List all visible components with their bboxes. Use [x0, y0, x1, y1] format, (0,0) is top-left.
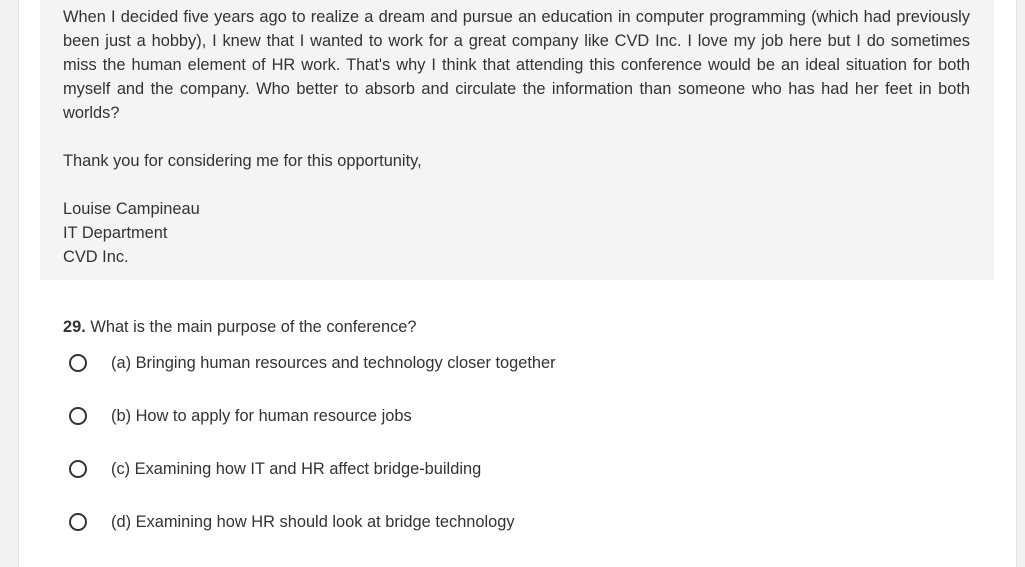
answer-option-d[interactable]: (d) Examining how HR should look at brid… [69, 507, 515, 537]
question-prompt: 29. What is the main purpose of the conf… [63, 315, 417, 339]
passage-closing: Thank you for considering me for this op… [63, 152, 422, 170]
radio-button-icon[interactable] [69, 354, 87, 372]
question-number: 29. [63, 318, 86, 336]
answer-option-c[interactable]: (c) Examining how IT and HR affect bridg… [69, 454, 481, 484]
answer-option-b[interactable]: (b) How to apply for human resource jobs [69, 401, 412, 431]
signature-name: Louise Campineau [63, 200, 200, 218]
answer-option-label: (b) How to apply for human resource jobs [111, 406, 412, 425]
signature-block: Louise Campineau IT Department CVD Inc. [63, 197, 200, 269]
question-text: What is the main purpose of the conferen… [90, 318, 417, 336]
answer-option-label: (a) Bringing human resources and technol… [111, 353, 556, 372]
radio-button-icon[interactable] [69, 460, 87, 478]
signature-department: IT Department [63, 224, 168, 242]
signature-company: CVD Inc. [63, 248, 129, 266]
answer-option-label: (d) Examining how HR should look at brid… [111, 512, 515, 531]
passage-body: When I decided five years ago to realize… [63, 8, 970, 122]
radio-button-icon[interactable] [69, 513, 87, 531]
question-page: When I decided five years ago to realize… [18, 0, 1017, 567]
answer-option-a[interactable]: (a) Bringing human resources and technol… [69, 348, 556, 378]
radio-button-icon[interactable] [69, 407, 87, 425]
answer-option-label: (c) Examining how IT and HR affect bridg… [111, 459, 482, 478]
reading-passage: When I decided five years ago to realize… [40, 0, 994, 280]
